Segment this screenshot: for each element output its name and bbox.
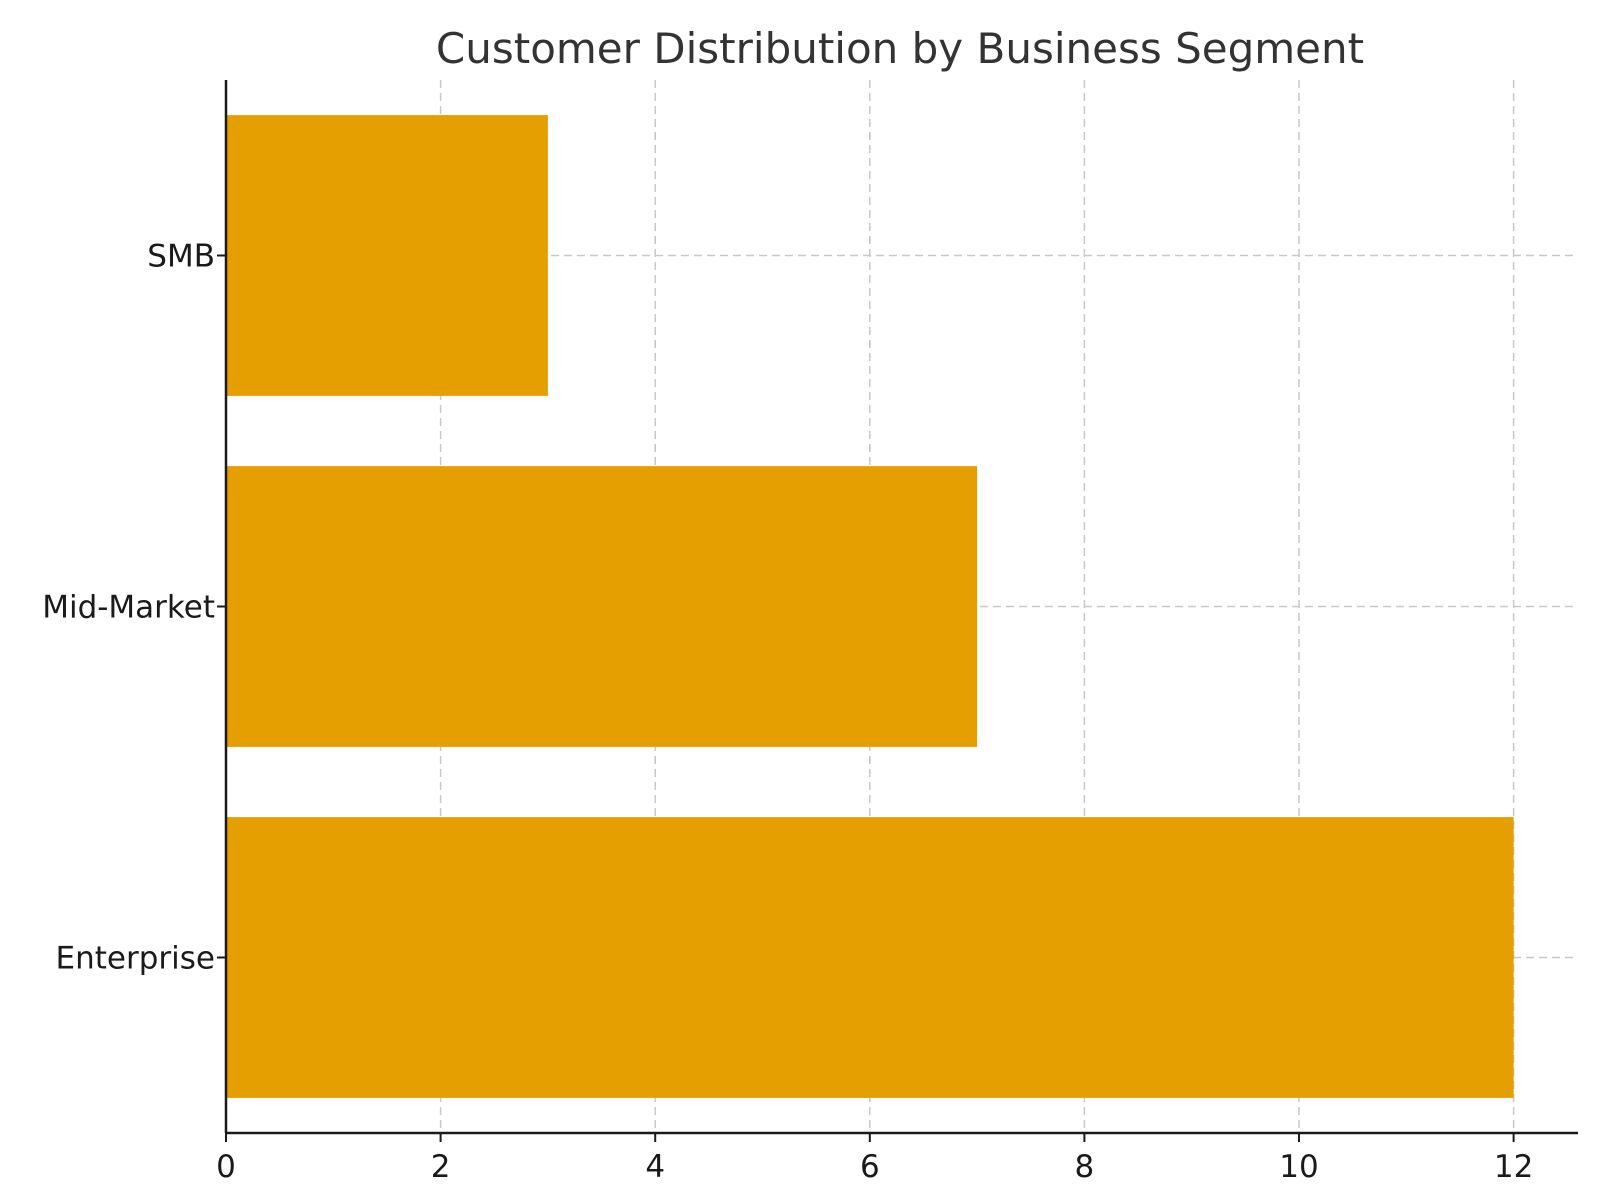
- x-tick-label: 0: [216, 1149, 236, 1185]
- x-tick-label: 12: [1494, 1149, 1533, 1185]
- x-tick-label: 4: [645, 1149, 665, 1185]
- x-tick-label: 10: [1279, 1149, 1318, 1185]
- bar-enterprise: [226, 817, 1514, 1098]
- y-tick-label: Enterprise: [56, 941, 215, 977]
- bars: [226, 115, 1514, 1098]
- x-ticks: 0 2 4 6 8 10 12: [216, 1133, 1533, 1185]
- chart-title: Customer Distribution by Business Segmen…: [436, 24, 1364, 73]
- y-tick-label: Mid-Market: [42, 590, 215, 626]
- bar-smb: [226, 115, 548, 396]
- bar-mid-market: [226, 466, 978, 747]
- x-tick-label: 6: [860, 1149, 880, 1185]
- x-tick-label: 8: [1075, 1149, 1095, 1185]
- y-tick-label: SMB: [147, 239, 215, 275]
- y-ticks: Enterprise Mid-Market SMB: [42, 239, 226, 977]
- x-tick-label: 2: [431, 1149, 451, 1185]
